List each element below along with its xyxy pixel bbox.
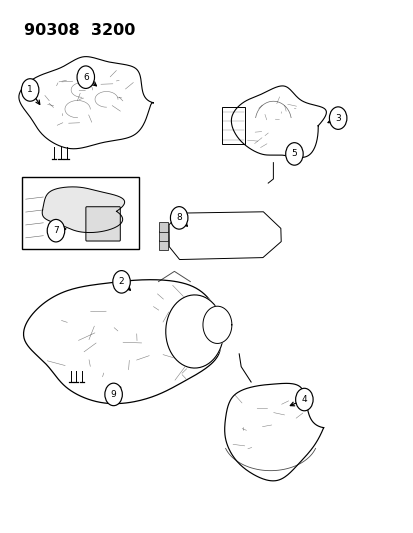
Polygon shape	[169, 212, 280, 260]
Bar	[22, 177, 139, 248]
Text: 7: 7	[53, 226, 59, 235]
Circle shape	[77, 66, 94, 88]
Polygon shape	[24, 280, 220, 403]
Text: 3: 3	[335, 114, 340, 123]
Circle shape	[285, 143, 302, 165]
Text: 6: 6	[83, 72, 88, 82]
Polygon shape	[165, 295, 223, 368]
Text: 5: 5	[291, 149, 297, 158]
Polygon shape	[231, 86, 325, 157]
Circle shape	[21, 79, 39, 101]
Circle shape	[47, 220, 64, 242]
Bar	[159, 231, 168, 241]
Polygon shape	[224, 383, 323, 481]
Circle shape	[170, 207, 188, 229]
Bar	[159, 240, 168, 250]
Bar	[159, 222, 168, 232]
Text: 2: 2	[119, 277, 124, 286]
Text: 8: 8	[176, 213, 182, 222]
Text: 90308  3200: 90308 3200	[24, 23, 135, 38]
Polygon shape	[42, 187, 124, 232]
Circle shape	[295, 388, 312, 411]
Text: 4: 4	[301, 395, 306, 404]
Circle shape	[329, 107, 346, 130]
FancyBboxPatch shape	[85, 207, 120, 241]
Polygon shape	[19, 56, 153, 149]
Bar	[221, 107, 244, 144]
Circle shape	[104, 383, 122, 406]
Text: 9: 9	[110, 390, 116, 399]
Text: 1: 1	[27, 85, 33, 94]
Circle shape	[112, 271, 130, 293]
Polygon shape	[202, 306, 231, 343]
